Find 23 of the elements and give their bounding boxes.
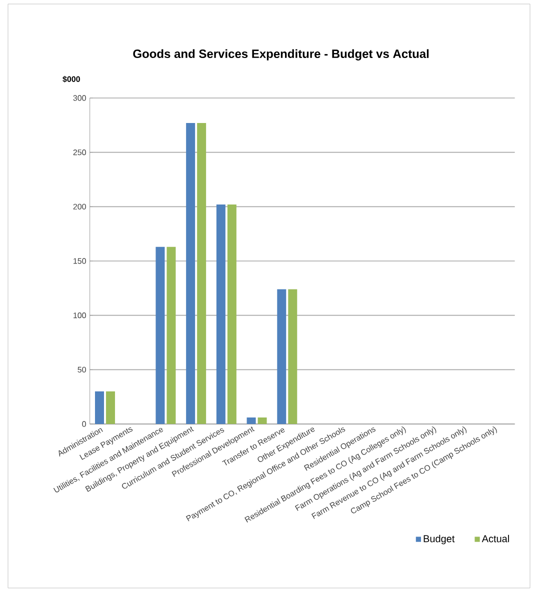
y-tick-label: 200	[73, 204, 86, 210]
bar	[246, 417, 256, 424]
legend-label: Budget	[424, 534, 455, 544]
bar	[288, 289, 298, 424]
bar	[258, 417, 267, 424]
bar	[186, 122, 196, 424]
bar	[197, 122, 206, 424]
bar	[166, 246, 176, 424]
bar	[227, 204, 236, 424]
y-tick-label: 0	[82, 421, 86, 427]
bar	[216, 204, 226, 424]
y-axis-title: $000	[62, 76, 80, 82]
bar	[277, 289, 286, 424]
bar	[156, 246, 165, 424]
y-tick-label: 100	[74, 312, 86, 318]
legend-label: Actual	[482, 534, 509, 542]
chart-title: Goods and Services Expenditure - Budget vs Actual	[133, 49, 429, 60]
bar	[95, 391, 104, 424]
y-tick-label: 300	[73, 95, 86, 101]
y-tick-label: 50	[78, 366, 86, 372]
y-tick-label: 150	[74, 258, 86, 264]
y-tick-label: 250	[73, 150, 86, 156]
bar	[106, 391, 115, 424]
